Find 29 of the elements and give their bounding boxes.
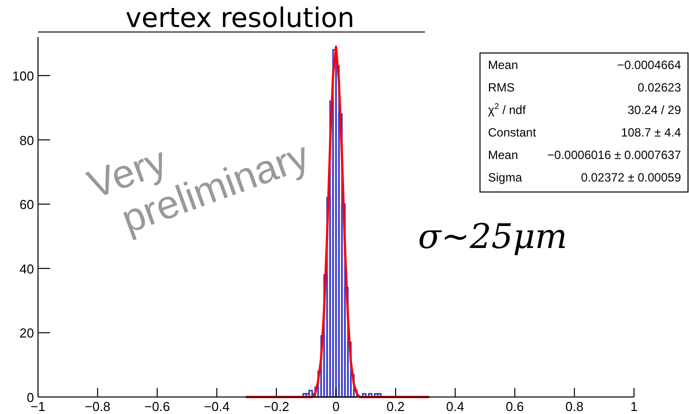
- annotation: 30.24 / 29: [628, 103, 682, 117]
- text: 0.02623: [638, 80, 682, 94]
- annotation: Mean: [488, 58, 518, 72]
- annotation: 108.7 ± 4.4: [621, 126, 682, 140]
- annotation: Sigma: [488, 170, 522, 184]
- x-tick-label: 0.8: [565, 399, 584, 414]
- annotation: Mean: [488, 148, 518, 162]
- x-tick-label: 0: [332, 399, 340, 414]
- annotation: −0.0006016 ± 0.0007637: [547, 148, 682, 162]
- y-tick-label: 80: [20, 132, 34, 148]
- annotation: Constant: [488, 126, 537, 140]
- chart-title: vertex resolution: [125, 3, 355, 34]
- x-tick-label: −0.4: [204, 399, 230, 414]
- y-tick-label: 60: [20, 197, 34, 212]
- annotation: RMS: [488, 80, 515, 94]
- annotation: σ~25μm: [418, 217, 568, 257]
- annotation: −0.0004664: [617, 58, 682, 72]
- y-tick-label: 20: [20, 326, 34, 341]
- x-tick-label: 0.2: [386, 399, 405, 414]
- annotation: 0.02372 ± 0.00059: [580, 170, 682, 184]
- y-tick-label: 40: [20, 261, 34, 276]
- x-tick-label: 1: [630, 399, 638, 414]
- y-tick-label: 100: [12, 68, 34, 84]
- x-tick-label: 0.6: [506, 399, 524, 414]
- x-tick-label: 0.4: [446, 399, 464, 414]
- annotation: χ$^{2}$ / ndf: [488, 101, 526, 117]
- x-tick-label: −0.8: [84, 399, 110, 414]
- x-tick-label: −0.6: [144, 399, 170, 414]
- x-tick-label: −0.2: [264, 399, 290, 414]
